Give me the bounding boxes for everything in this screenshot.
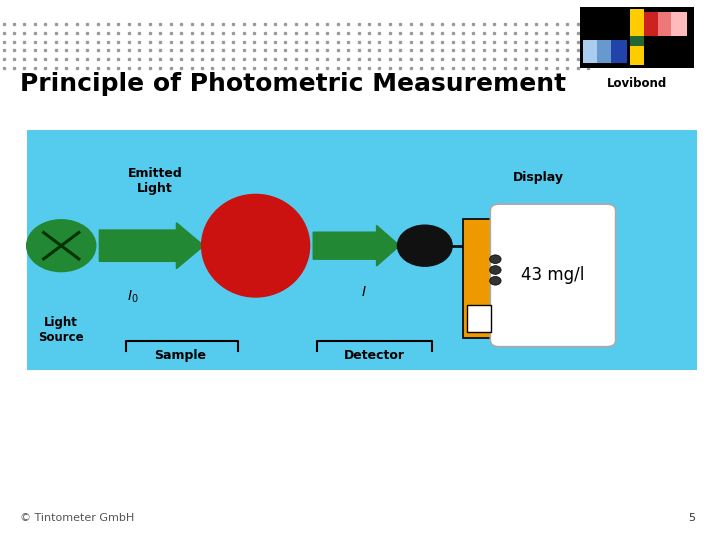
Bar — [644, 12, 660, 36]
Ellipse shape — [202, 194, 310, 297]
Text: Lovibond: Lovibond — [607, 77, 667, 90]
FancyBboxPatch shape — [27, 130, 697, 370]
FancyBboxPatch shape — [580, 7, 694, 68]
Text: Display: Display — [513, 171, 564, 184]
Text: 5: 5 — [688, 514, 695, 523]
Circle shape — [27, 220, 96, 272]
FancyBboxPatch shape — [467, 305, 492, 332]
FancyBboxPatch shape — [463, 219, 495, 338]
FancyArrow shape — [313, 226, 400, 266]
Circle shape — [490, 255, 501, 264]
Bar — [657, 12, 674, 36]
Bar — [631, 36, 644, 46]
Bar — [582, 39, 598, 63]
Bar — [611, 39, 627, 63]
Bar — [671, 12, 688, 36]
Text: Sample: Sample — [154, 349, 206, 362]
Circle shape — [490, 276, 501, 285]
Text: Emitted
Light: Emitted Light — [127, 167, 182, 195]
Bar — [597, 39, 613, 63]
Text: © Tintometer GmbH: © Tintometer GmbH — [20, 514, 135, 523]
Text: 43 mg/l: 43 mg/l — [521, 266, 585, 285]
Text: Principle of Photometric Measurement: Principle of Photometric Measurement — [20, 72, 567, 96]
FancyBboxPatch shape — [490, 204, 616, 347]
Circle shape — [397, 225, 452, 266]
Text: Light
Source: Light Source — [38, 316, 84, 345]
FancyArrow shape — [99, 222, 204, 268]
Circle shape — [490, 266, 501, 274]
Text: $I$: $I$ — [361, 285, 366, 299]
Bar — [631, 9, 644, 65]
Text: Detector: Detector — [344, 349, 405, 362]
Text: $I_0$: $I_0$ — [127, 289, 139, 305]
